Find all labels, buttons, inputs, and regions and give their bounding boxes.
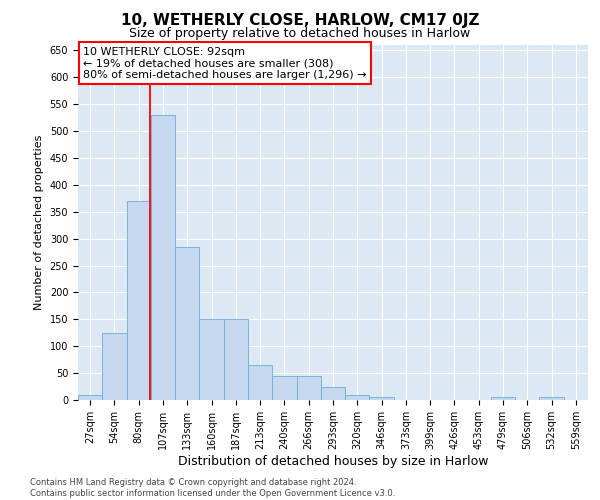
Bar bbox=[224, 320, 248, 400]
Bar bbox=[102, 333, 127, 400]
Bar bbox=[491, 398, 515, 400]
Text: 10 WETHERLY CLOSE: 92sqm
← 19% of detached houses are smaller (308)
80% of semi-: 10 WETHERLY CLOSE: 92sqm ← 19% of detach… bbox=[83, 47, 367, 80]
Bar bbox=[296, 376, 321, 400]
Text: 10, WETHERLY CLOSE, HARLOW, CM17 0JZ: 10, WETHERLY CLOSE, HARLOW, CM17 0JZ bbox=[121, 12, 479, 28]
Bar bbox=[248, 365, 272, 400]
Text: Contains HM Land Registry data © Crown copyright and database right 2024.
Contai: Contains HM Land Registry data © Crown c… bbox=[30, 478, 395, 498]
Bar bbox=[345, 394, 370, 400]
X-axis label: Distribution of detached houses by size in Harlow: Distribution of detached houses by size … bbox=[178, 454, 488, 468]
Bar bbox=[199, 320, 224, 400]
Bar bbox=[539, 398, 564, 400]
Text: Size of property relative to detached houses in Harlow: Size of property relative to detached ho… bbox=[130, 28, 470, 40]
Bar bbox=[370, 398, 394, 400]
Y-axis label: Number of detached properties: Number of detached properties bbox=[34, 135, 44, 310]
Bar bbox=[151, 115, 175, 400]
Bar bbox=[272, 376, 296, 400]
Bar bbox=[127, 201, 151, 400]
Bar bbox=[321, 386, 345, 400]
Bar bbox=[78, 394, 102, 400]
Bar bbox=[175, 246, 199, 400]
